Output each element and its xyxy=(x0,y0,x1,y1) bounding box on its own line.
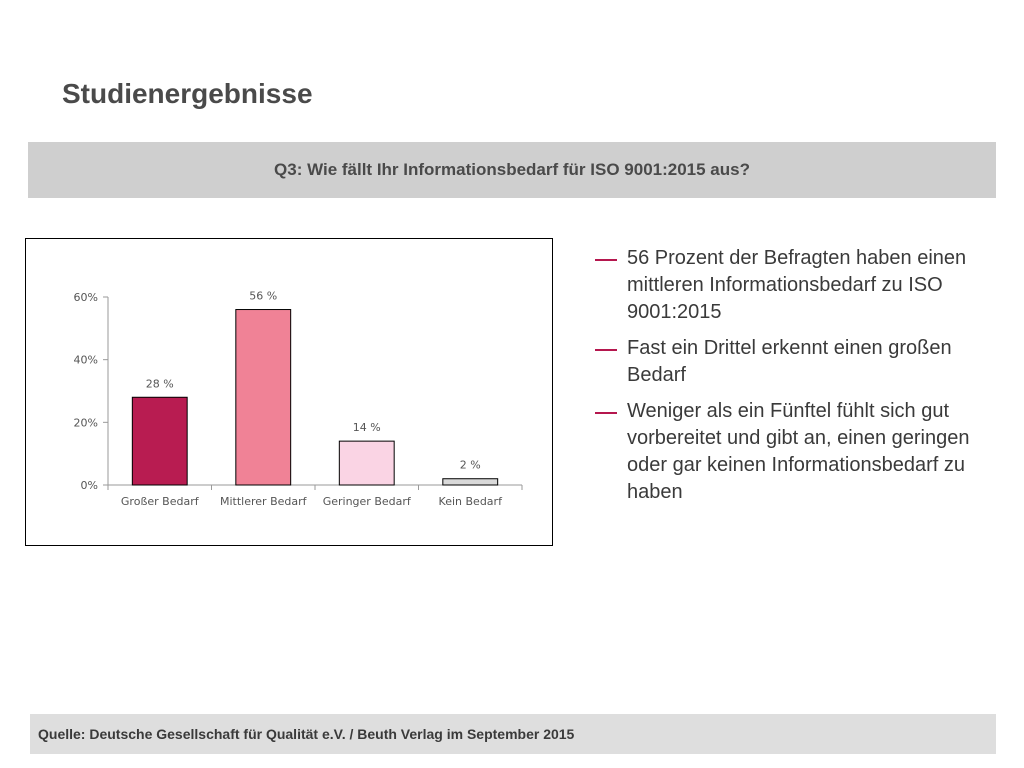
bullet-item: 56 Prozent der Befragten haben einen mit… xyxy=(595,245,995,326)
dash-icon xyxy=(595,349,617,351)
slide-title: Studienergebnisse xyxy=(62,78,313,109)
y-tick-label: 0% xyxy=(81,479,98,492)
category-label: Geringer Bedarf xyxy=(323,495,412,508)
question-banner: Q3: Wie fällt Ihr Informationsbedarf für… xyxy=(28,142,996,198)
bar xyxy=(131,396,188,486)
source-text: Quelle: Deutsche Gesellschaft für Qualit… xyxy=(38,726,575,742)
y-tick-label: 20% xyxy=(74,416,98,429)
bullet-text: Fast ein Drittel erkennt einen großen Be… xyxy=(627,337,952,386)
dash-icon xyxy=(595,259,617,261)
source-footer: Quelle: Deutsche Gesellschaft für Qualit… xyxy=(30,714,996,754)
category-label: Kein Bedarf xyxy=(439,495,504,508)
bullet-item: Weniger als ein Fünftel fühlt sich gut v… xyxy=(595,398,995,506)
data-label: 2 % xyxy=(460,459,481,472)
data-label: 28 % xyxy=(146,377,174,390)
bullet-text: 56 Prozent der Befragten haben einen mit… xyxy=(627,247,967,323)
category-label: Mittlerer Bedarf xyxy=(220,495,308,508)
bar xyxy=(442,478,499,486)
data-label: 14 % xyxy=(353,421,381,434)
question-text: Q3: Wie fällt Ihr Informationsbedarf für… xyxy=(274,160,750,179)
y-tick-label: 40% xyxy=(74,354,98,367)
bar xyxy=(338,440,395,486)
category-label: Großer Bedarf xyxy=(121,495,200,508)
bar xyxy=(235,309,292,486)
bullet-item: Fast ein Drittel erkennt einen großen Be… xyxy=(595,335,995,389)
dash-icon xyxy=(595,412,617,414)
chart-frame: 0% 20% 40% 60% 28 % Großer Bedarf 56 % Mittlere… xyxy=(25,238,553,546)
bar-chart: 0% 20% 40% 60% 28 % Großer Bedarf 56 % Mittlere… xyxy=(74,290,523,508)
bullet-list: 56 Prozent der Befragten haben einen mit… xyxy=(595,245,995,515)
y-tick-label: 60% xyxy=(74,291,98,304)
data-label: 56 % xyxy=(249,290,277,303)
bullet-text: Weniger als ein Fünftel fühlt sich gut v… xyxy=(627,400,970,503)
